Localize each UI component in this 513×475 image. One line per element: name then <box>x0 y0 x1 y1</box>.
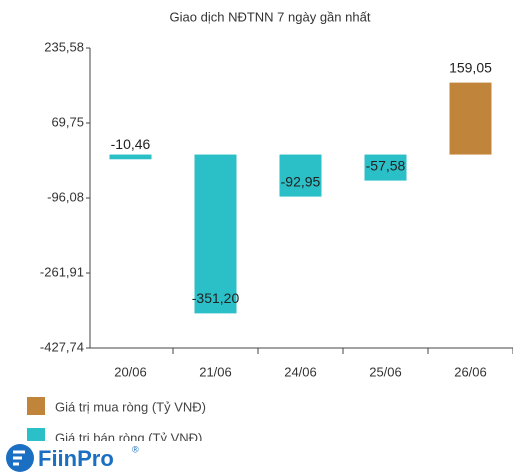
y-tick-label: -261,91 <box>40 264 84 279</box>
legend-swatch <box>27 397 45 415</box>
bar <box>364 154 407 181</box>
bar <box>194 154 237 314</box>
x-tick-label: 25/06 <box>369 364 402 379</box>
logo: FiinPro ® <box>0 441 513 475</box>
bar <box>279 154 322 197</box>
bar <box>449 82 492 155</box>
logo-background <box>0 441 513 475</box>
data-label: -92,95 <box>281 173 321 189</box>
y-tick-label: 69,75 <box>51 114 84 129</box>
legend-label: Giá trị mua ròng (Tỷ VNĐ) <box>55 399 206 414</box>
logo-icon-lines <box>13 450 25 466</box>
chart-title: Giao dịch NĐTNN 7 ngày gần nhất <box>170 9 371 24</box>
y-tick-label: -96,08 <box>47 189 84 204</box>
bar <box>109 154 152 160</box>
y-tick-label: -427,74 <box>40 339 84 354</box>
brand-name: FiinPro <box>38 446 114 471</box>
y-tick-label: 235,58 <box>44 39 84 54</box>
x-tick-label: 26/06 <box>454 364 487 379</box>
x-tick-label: 20/06 <box>114 364 147 379</box>
x-tick-label: 21/06 <box>199 364 232 379</box>
data-label: -57,58 <box>366 157 406 173</box>
data-label: 159,05 <box>449 59 492 75</box>
data-label: -351,20 <box>192 290 240 306</box>
brand-mark: ® <box>132 444 139 454</box>
x-tick-label: 24/06 <box>284 364 317 379</box>
data-label: -10,46 <box>111 136 151 152</box>
